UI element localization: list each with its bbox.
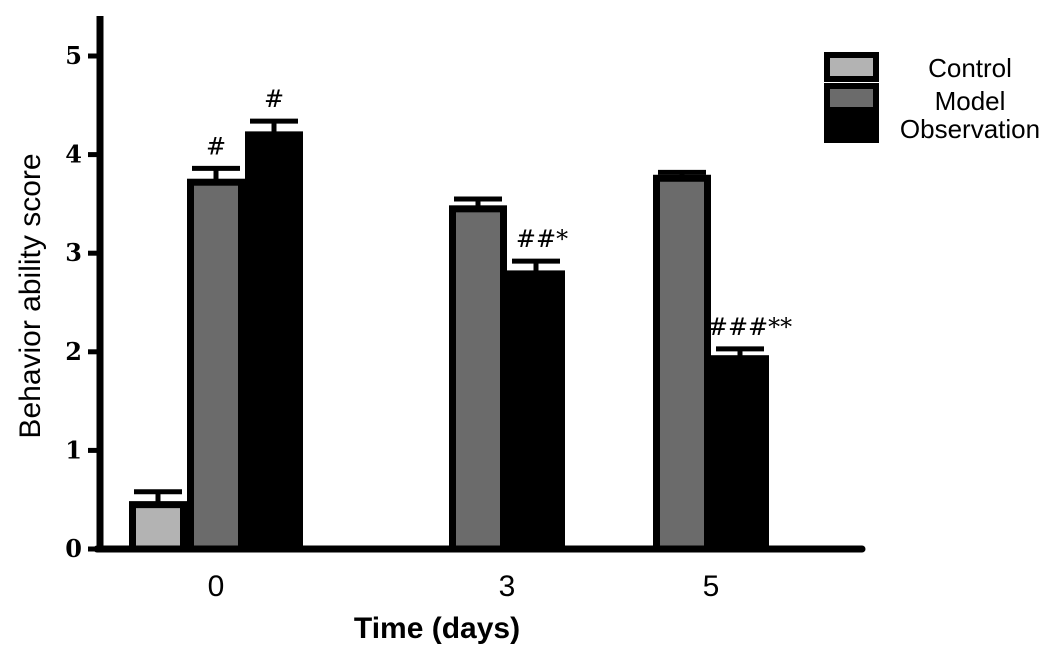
x-axis-title: Time (days): [354, 612, 520, 645]
legend-swatch-control: [824, 52, 879, 82]
annotation-observation-0: #: [264, 85, 284, 113]
legend-label-control: Control: [928, 53, 1012, 83]
y-tick-label: 1: [65, 435, 82, 464]
y-ticks-layer: 0 1 2 3 4 5: [65, 41, 100, 563]
legend-swatch-observation: [824, 113, 879, 143]
legend-label-model: Model: [935, 86, 1006, 116]
bar-observation-5: [711, 355, 769, 553]
x-ticks-layer: 0 3 5: [208, 570, 720, 603]
bar-observation-3: [507, 270, 565, 553]
legend-swatch-model: [824, 83, 879, 113]
bar-observation-0: [245, 131, 303, 553]
bar-model-3: [449, 205, 507, 553]
x-tick-label: 3: [499, 570, 516, 603]
axes-layer: [93, 16, 866, 553]
legend-label-observation: Observation: [900, 114, 1040, 144]
y-tick-label: 3: [65, 238, 82, 267]
bar-model-0: [187, 178, 245, 553]
bar-model-5: [653, 174, 711, 553]
bars-layer: # # ##* ###**: [129, 85, 792, 553]
annotation-observation-3: ##*: [516, 225, 568, 253]
annotation-observation-5: ###**: [708, 313, 792, 341]
annotation-model-0: #: [206, 132, 226, 160]
x-tick-label: 0: [208, 570, 225, 603]
y-tick-label: 2: [65, 337, 82, 366]
y-axis-title: Behavior ability score: [14, 153, 47, 438]
y-tick-label: 5: [65, 41, 82, 70]
bar-control-0: [129, 501, 187, 553]
x-tick-label: 5: [703, 570, 720, 603]
y-tick-label: 4: [65, 140, 82, 169]
y-tick-label: 0: [65, 534, 82, 563]
